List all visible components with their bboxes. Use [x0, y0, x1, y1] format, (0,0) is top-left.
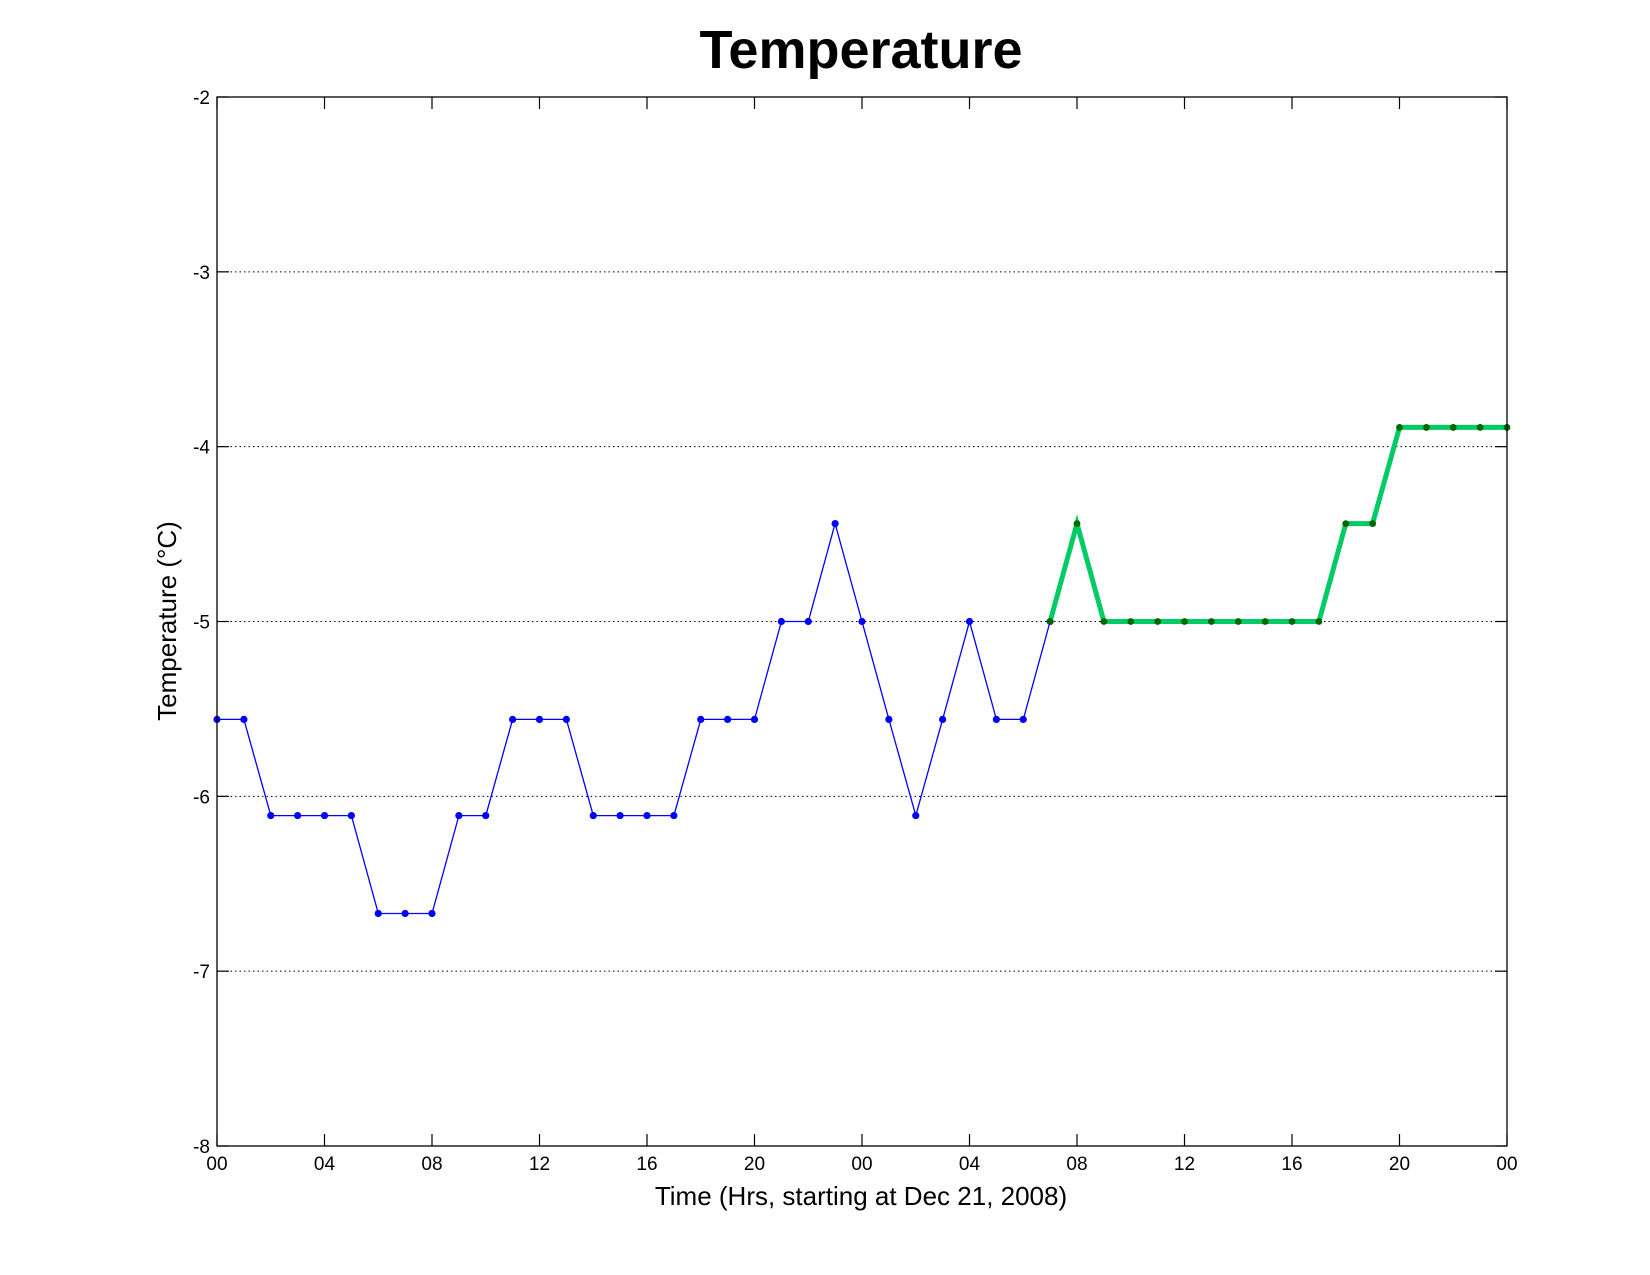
data-point — [1422, 424, 1430, 431]
y-tick-label: -6 — [193, 787, 210, 808]
data-point — [1396, 424, 1403, 431]
x-tick-label: 08 — [421, 1154, 442, 1175]
data-point — [562, 715, 570, 724]
data-point — [347, 811, 355, 820]
y-tick-label: -3 — [193, 263, 210, 284]
data-point — [750, 715, 759, 724]
data-point — [885, 715, 893, 724]
x-tick-label: 16 — [636, 1154, 657, 1175]
data-point — [1449, 424, 1457, 431]
data-point — [428, 909, 436, 918]
x-tick-label: 12 — [1174, 1154, 1195, 1175]
data-point — [240, 715, 248, 724]
data-point — [670, 811, 678, 820]
data-point — [1127, 618, 1135, 625]
data-point — [320, 811, 329, 820]
data-point — [697, 715, 705, 724]
data-point — [724, 715, 732, 724]
data-point — [1261, 618, 1269, 625]
data-point — [1315, 618, 1323, 625]
data-point — [1288, 618, 1296, 625]
data-point — [1019, 715, 1027, 724]
data-point — [1342, 520, 1350, 527]
data-point — [294, 811, 302, 820]
data-point — [992, 715, 1000, 724]
y-tick-label: -2 — [193, 88, 210, 109]
data-point — [374, 909, 382, 918]
data-point — [1073, 520, 1081, 527]
x-tick-label: 04 — [314, 1154, 336, 1175]
y-tick-label: -5 — [193, 613, 210, 634]
data-point — [1181, 618, 1188, 625]
chart-title: Temperature — [699, 20, 1022, 80]
data-point — [482, 811, 490, 820]
data-point — [455, 811, 463, 820]
data-point — [267, 811, 275, 820]
data-point — [1046, 618, 1054, 625]
data-point — [965, 617, 974, 626]
x-tick-label: 12 — [529, 1154, 550, 1175]
data-point — [535, 715, 544, 724]
y-tick-label: -7 — [193, 962, 210, 983]
x-tick-label: 20 — [1389, 1154, 1410, 1175]
data-point — [1476, 424, 1484, 431]
data-point — [939, 715, 947, 724]
data-point — [616, 811, 624, 820]
series-layer — [213, 424, 1511, 918]
x-tick-label: 16 — [1281, 1154, 1302, 1175]
x-tick-label: 00 — [851, 1154, 872, 1175]
y-tick-label: -4 — [193, 438, 210, 459]
y-tick-label: -8 — [193, 1137, 210, 1158]
data-point — [401, 909, 409, 918]
x-tick-label: 08 — [1066, 1154, 1087, 1175]
data-point — [858, 617, 866, 626]
tick-layer: -2-3-4-5-6-7-800 04 08 12 16 20 00 04 08 12 16 20 00 — [193, 88, 1517, 1175]
data-point — [831, 519, 839, 528]
data-point — [589, 811, 597, 820]
series-line-2 — [1047, 424, 1507, 624]
x-axis-label: Time (Hrs, starting at Dec 21, 2008) — [655, 1181, 1067, 1211]
data-point — [804, 617, 812, 626]
data-point — [1369, 520, 1377, 527]
data-point — [912, 811, 920, 820]
data-point — [509, 715, 517, 724]
data-point — [1207, 618, 1215, 625]
series-line-1 — [217, 521, 1051, 915]
x-tick-label: 20 — [744, 1154, 765, 1175]
data-point — [1100, 618, 1108, 625]
x-tick-label: 04 — [959, 1154, 981, 1175]
y-axis-label: Temperature (°C) — [152, 521, 182, 721]
x-tick-label: 00 — [206, 1154, 227, 1175]
data-point — [1234, 618, 1242, 625]
data-point — [643, 811, 651, 820]
data-point — [1154, 618, 1162, 625]
x-tick-label: 00 — [1496, 1154, 1517, 1175]
data-point — [777, 617, 785, 626]
